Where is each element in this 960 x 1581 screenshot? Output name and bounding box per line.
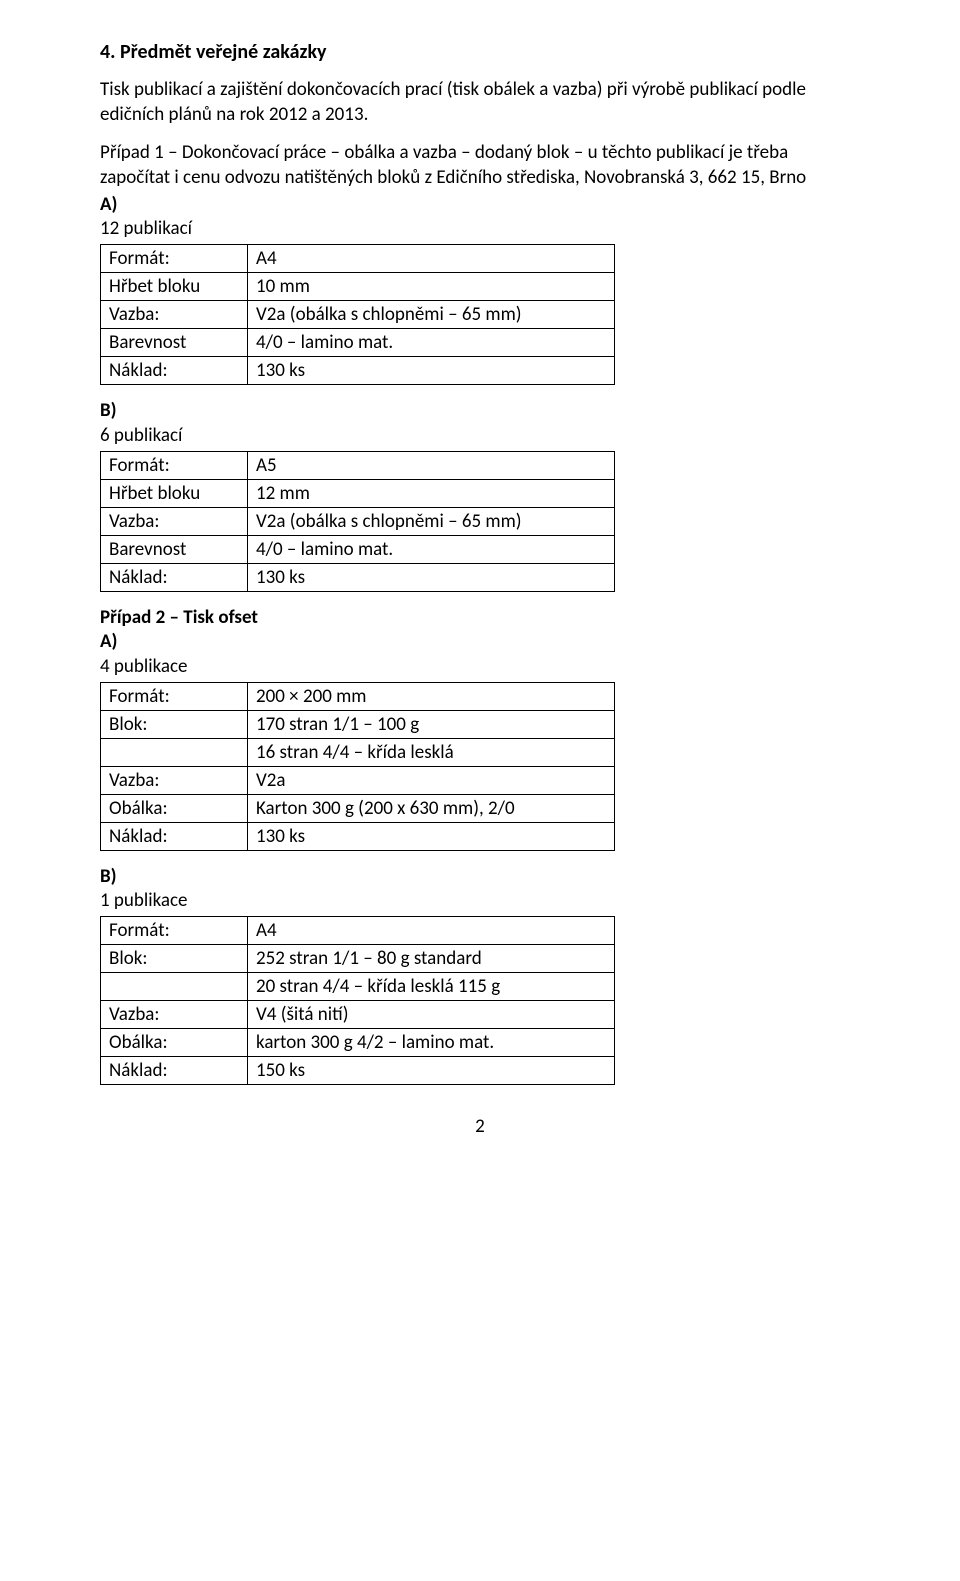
label-obalka: Obálka:	[101, 794, 248, 822]
value-naklad: 130 ks	[248, 563, 615, 591]
label-blok: Blok:	[101, 710, 248, 738]
value-format: A4	[248, 916, 615, 944]
value-blok2: 16 stran 4/4 – křída lesklá	[248, 738, 615, 766]
section-title: 4. Předmět veřejné zakázky	[100, 40, 860, 64]
value-hrbet: 12 mm	[248, 479, 615, 507]
label-naklad: Náklad:	[101, 822, 248, 850]
value-vazba: V4 (šitá nití)	[248, 1000, 615, 1028]
label-vazba: Vazba:	[101, 507, 248, 535]
value-naklad: 150 ks	[248, 1056, 615, 1084]
table-row: Náklad: 150 ks	[101, 1056, 615, 1084]
case2-b-letter: B)	[100, 865, 860, 890]
table-row: 16 stran 4/4 – křída lesklá	[101, 738, 615, 766]
case2-a-count: 4 publikace	[100, 655, 860, 680]
label-empty	[101, 972, 248, 1000]
table-row: Formát: 200 × 200 mm	[101, 682, 615, 710]
table-row: Hřbet bloku 12 mm	[101, 479, 615, 507]
case1-b-table: Formát: A5 Hřbet bloku 12 mm Vazba: V2a …	[100, 451, 615, 592]
value-naklad: 130 ks	[248, 357, 615, 385]
value-blok2: 20 stran 4/4 – křída lesklá 115 g	[248, 972, 615, 1000]
label-vazba: Vazba:	[101, 1000, 248, 1028]
case1-b-letter: B)	[100, 399, 860, 424]
label-vazba: Vazba:	[101, 301, 248, 329]
value-vazba: V2a (obálka s chlopněmi – 65 mm)	[248, 507, 615, 535]
label-blok: Blok:	[101, 944, 248, 972]
value-hrbet: 10 mm	[248, 273, 615, 301]
intro-paragraph: Tisk publikací a zajištění dokončovacích…	[100, 78, 860, 127]
case2-b-count: 1 publikace	[100, 889, 860, 914]
value-format: 200 × 200 mm	[248, 682, 615, 710]
table-row: Obálka: karton 300 g 4/2 – lamino mat.	[101, 1028, 615, 1056]
case2-a-table: Formát: 200 × 200 mm Blok: 170 stran 1/1…	[100, 682, 615, 851]
value-format: A4	[248, 245, 615, 273]
table-row: Vazba: V2a (obálka s chlopněmi – 65 mm)	[101, 301, 615, 329]
value-barevnost: 4/0 – lamino mat.	[248, 535, 615, 563]
table-row: Náklad: 130 ks	[101, 563, 615, 591]
table-row: Vazba: V2a (obálka s chlopněmi – 65 mm)	[101, 507, 615, 535]
case1-a-letter: A)	[100, 193, 860, 218]
value-barevnost: 4/0 – lamino mat.	[248, 329, 615, 357]
case1-intro: Případ 1 – Dokončovací práce – obálka a …	[100, 141, 860, 190]
table-row: 20 stran 4/4 – křída lesklá 115 g	[101, 972, 615, 1000]
label-barevnost: Barevnost	[101, 535, 248, 563]
label-vazba: Vazba:	[101, 766, 248, 794]
case1-a-count: 12 publikací	[100, 217, 860, 242]
value-vazba: V2a	[248, 766, 615, 794]
value-obalka: Karton 300 g (200 x 630 mm), 2/0	[248, 794, 615, 822]
table-row: Náklad: 130 ks	[101, 822, 615, 850]
case2-a-letter: A)	[100, 630, 860, 655]
label-format: Formát:	[101, 682, 248, 710]
label-naklad: Náklad:	[101, 1056, 248, 1084]
value-blok1: 170 stran 1/1 – 100 g	[248, 710, 615, 738]
value-format: A5	[248, 451, 615, 479]
value-naklad: 130 ks	[248, 822, 615, 850]
label-empty	[101, 738, 248, 766]
label-format: Formát:	[101, 916, 248, 944]
table-row: Barevnost 4/0 – lamino mat.	[101, 535, 615, 563]
table-row: Náklad: 130 ks	[101, 357, 615, 385]
label-barevnost: Barevnost	[101, 329, 248, 357]
label-format: Formát:	[101, 245, 248, 273]
value-obalka: karton 300 g 4/2 – lamino mat.	[248, 1028, 615, 1056]
label-hrbet: Hřbet bloku	[101, 273, 248, 301]
case2-b-table: Formát: A4 Blok: 252 stran 1/1 – 80 g st…	[100, 916, 615, 1085]
table-row: Hřbet bloku 10 mm	[101, 273, 615, 301]
value-blok1: 252 stran 1/1 – 80 g standard	[248, 944, 615, 972]
label-hrbet: Hřbet bloku	[101, 479, 248, 507]
table-row: Vazba: V4 (šitá nití)	[101, 1000, 615, 1028]
table-row: Formát: A5	[101, 451, 615, 479]
value-vazba: V2a (obálka s chlopněmi – 65 mm)	[248, 301, 615, 329]
label-naklad: Náklad:	[101, 357, 248, 385]
table-row: Formát: A4	[101, 916, 615, 944]
table-row: Obálka: Karton 300 g (200 x 630 mm), 2/0	[101, 794, 615, 822]
table-row: Barevnost 4/0 – lamino mat.	[101, 329, 615, 357]
case1-a-table: Formát: A4 Hřbet bloku 10 mm Vazba: V2a …	[100, 244, 615, 385]
table-row: Vazba: V2a	[101, 766, 615, 794]
label-naklad: Náklad:	[101, 563, 248, 591]
table-row: Blok: 252 stran 1/1 – 80 g standard	[101, 944, 615, 972]
label-format: Formát:	[101, 451, 248, 479]
table-row: Blok: 170 stran 1/1 – 100 g	[101, 710, 615, 738]
case2-title: Případ 2 – Tisk ofset	[100, 606, 860, 631]
case1-b-count: 6 publikací	[100, 424, 860, 449]
table-row: Formát: A4	[101, 245, 615, 273]
page-root: 4. Předmět veřejné zakázky Tisk publikac…	[0, 0, 960, 1158]
label-obalka: Obálka:	[101, 1028, 248, 1056]
page-number: 2	[100, 1115, 860, 1138]
